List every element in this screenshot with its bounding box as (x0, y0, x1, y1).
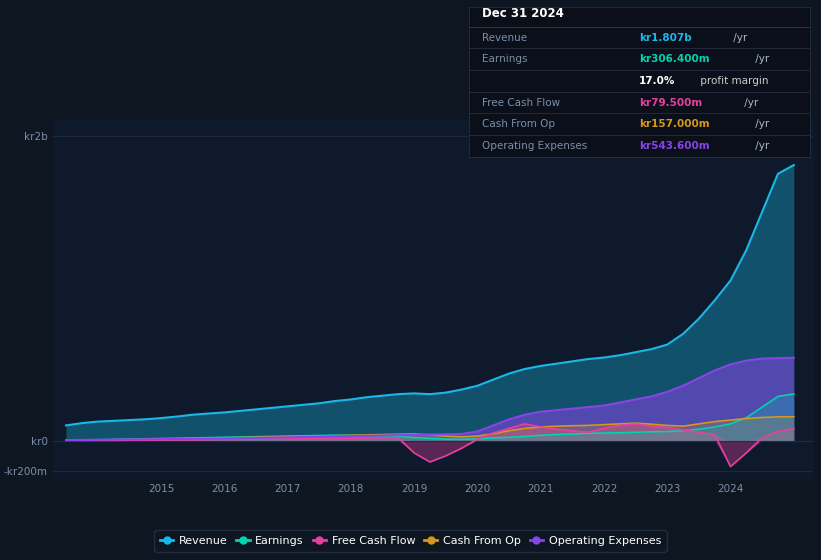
Text: /yr: /yr (751, 119, 768, 129)
Text: 17.0%: 17.0% (639, 76, 676, 86)
Text: kr79.500m: kr79.500m (639, 97, 703, 108)
Text: Operating Expenses: Operating Expenses (483, 141, 588, 151)
Text: /yr: /yr (751, 54, 768, 64)
Text: kr306.400m: kr306.400m (639, 54, 710, 64)
Text: /yr: /yr (751, 141, 768, 151)
Text: Revenue: Revenue (483, 32, 528, 43)
Text: kr543.600m: kr543.600m (639, 141, 710, 151)
Text: kr157.000m: kr157.000m (639, 119, 710, 129)
Text: kr1.807b: kr1.807b (639, 32, 692, 43)
Text: /yr: /yr (741, 97, 758, 108)
Text: /yr: /yr (730, 32, 747, 43)
Text: Free Cash Flow: Free Cash Flow (483, 97, 561, 108)
Text: Cash From Op: Cash From Op (483, 119, 556, 129)
Text: profit margin: profit margin (697, 76, 768, 86)
Legend: Revenue, Earnings, Free Cash Flow, Cash From Op, Operating Expenses: Revenue, Earnings, Free Cash Flow, Cash … (154, 530, 667, 552)
Text: Dec 31 2024: Dec 31 2024 (483, 7, 564, 20)
Text: Earnings: Earnings (483, 54, 528, 64)
